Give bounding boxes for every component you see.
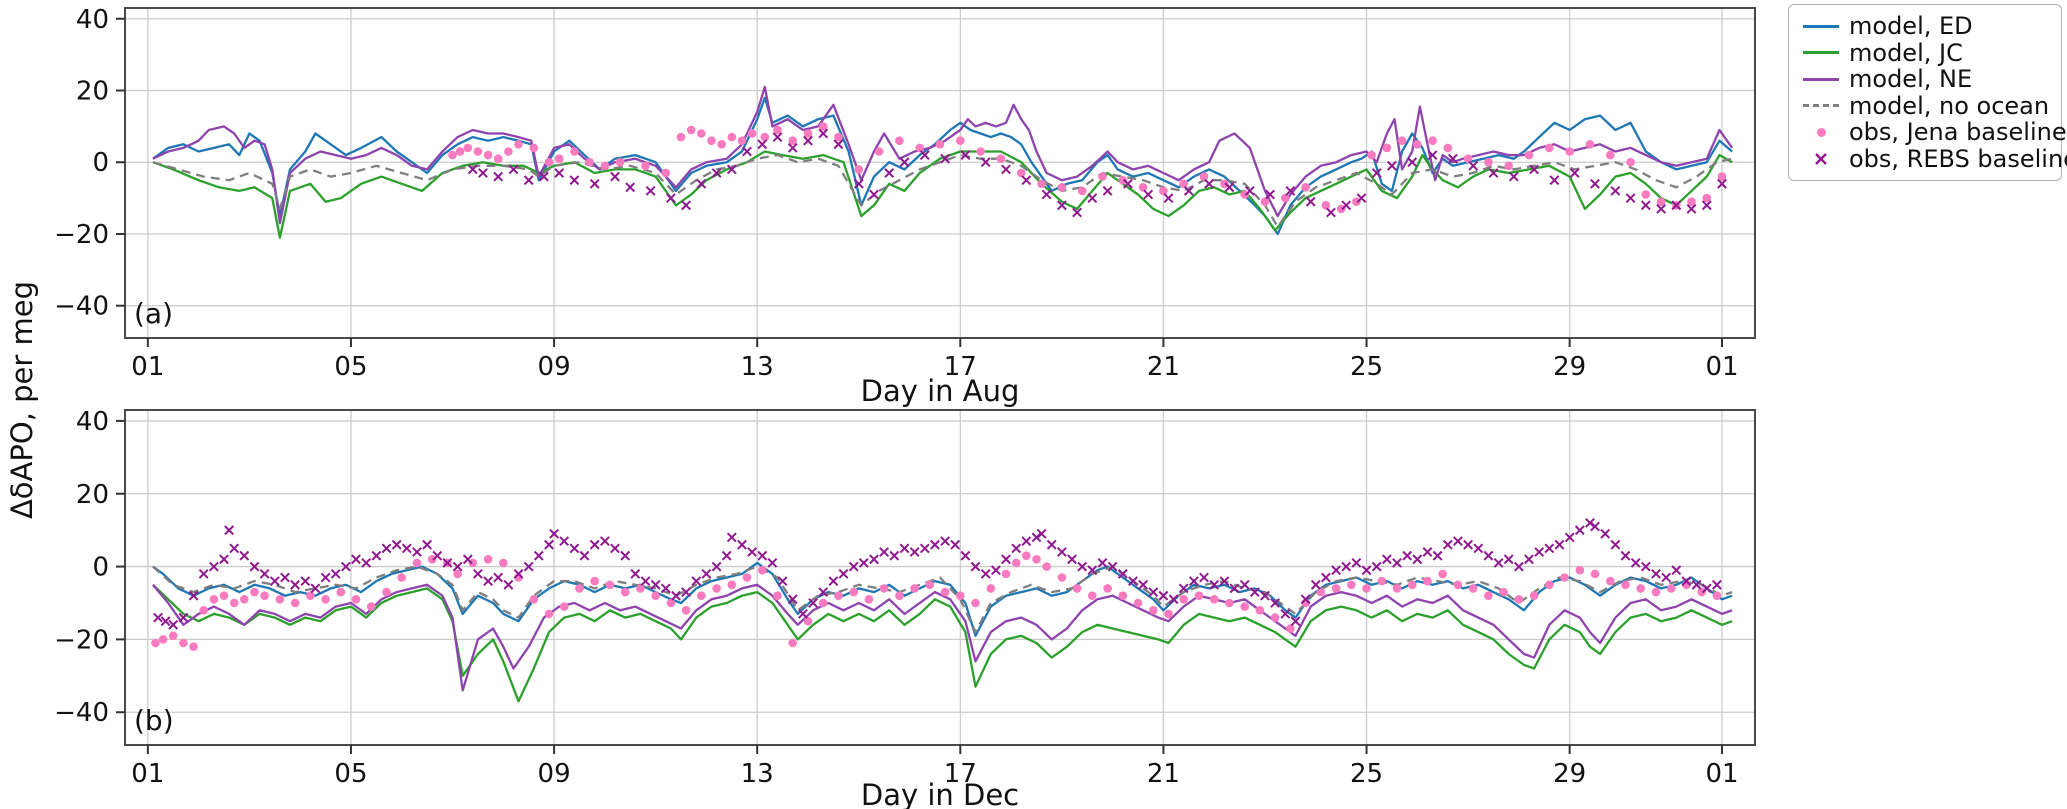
x-tick-label: 25 [1350, 352, 1383, 382]
series-model-ed [152, 561, 1733, 637]
legend-label: model, ED [1849, 12, 1973, 41]
x-tick-label: 17 [944, 352, 977, 382]
legend-label: model, NE [1849, 65, 1973, 94]
series-obs-jena-baseline [448, 122, 1727, 214]
axis-ticks: 01 05 09 13 17 21 25 29 01 40 20 0 −20 −40 [54, 407, 1738, 789]
y-tick-label: 20 [76, 77, 109, 107]
plot-border [124, 7, 1756, 339]
series-obs-rebs-baseline [153, 517, 1722, 630]
x-tick-label: 05 [334, 759, 367, 789]
series-obs-jena-baseline [151, 551, 1722, 651]
series-model-ed [152, 96, 1733, 236]
legend-item-obs-jena-baseline: obs, Jena baseline [1799, 118, 2067, 146]
y-tick-label: −40 [54, 292, 109, 322]
legend-item-model-jc: model, JC [1799, 38, 2051, 67]
x-tick-label: 29 [1553, 759, 1586, 789]
gridlines [125, 8, 1755, 338]
y-tick-label: 0 [92, 148, 109, 178]
x-tick-label: 01 [1705, 352, 1738, 382]
line-swatch-icon [1799, 77, 1843, 81]
panel-b-letter: (b) [134, 704, 174, 737]
panel-(a): 01 05 09 13 17 21 25 29 01 40 20 0 −20 −40 [54, 5, 1756, 382]
x-tick-label: 25 [1350, 759, 1383, 789]
x-tick-label: 09 [538, 759, 571, 789]
x-tick-label: 13 [741, 759, 774, 789]
x-tick-label: 01 [131, 352, 164, 382]
legend-label: model, no ocean [1849, 91, 2050, 120]
x-axis-label-aug: Day in Aug [860, 374, 1020, 408]
series-obs-rebs-baseline [467, 128, 1727, 218]
y-tick-label: 40 [76, 5, 109, 35]
legend: model, ED model, JC model, NE model, no oce… [1788, 4, 2067, 181]
dot-marker-icon [1799, 127, 1843, 137]
x-tick-label: 01 [131, 759, 164, 789]
panel-a-letter: (a) [134, 297, 174, 330]
line-swatch-icon [1799, 104, 1843, 108]
x-tick-label: 29 [1553, 352, 1586, 382]
y-tick-label: 0 [92, 553, 109, 583]
legend-label: obs, REBS baseline [1849, 144, 2067, 173]
x-tick-label: 05 [334, 352, 367, 382]
y-tick-label: −40 [54, 698, 109, 728]
plot-border [124, 409, 1756, 746]
x-tick-label: 01 [1705, 759, 1738, 789]
series-model-no-ocean [152, 565, 1733, 634]
legend-item-model-ed: model, ED [1799, 12, 2051, 41]
y-tick-label: −20 [54, 625, 109, 655]
panel-(b): 01 05 09 13 17 21 25 29 01 40 20 0 −20 −40 [54, 407, 1756, 789]
x-tick-label: 21 [1147, 759, 1180, 789]
series-model-jc [152, 150, 1733, 239]
line-swatch-icon [1799, 24, 1843, 28]
axis-ticks: 01 05 09 13 17 21 25 29 01 40 20 0 −20 −40 [54, 5, 1738, 382]
legend-label: model, JC [1849, 38, 1963, 67]
series-model-ne [152, 85, 1734, 225]
y-tick-label: −20 [54, 220, 109, 250]
legend-item-model-no-ocean: model, no ocean [1799, 91, 2051, 120]
y-axis-label: ΔδAPO, per meg [5, 280, 39, 520]
series-model-jc [152, 583, 1733, 703]
y-tick-label: 20 [76, 480, 109, 510]
series-model-no-ocean [152, 153, 1733, 228]
legend-label: obs, Jena baseline [1849, 118, 2067, 147]
legend-item-obs-rebs-baseline: obs, REBS baseline [1799, 145, 2067, 173]
y-tick-label: 40 [76, 407, 109, 437]
series-model-ne [152, 583, 1733, 692]
line-swatch-icon [1799, 51, 1843, 55]
x-axis-label-dec: Day in Dec [860, 778, 1020, 809]
x-tick-label: 13 [741, 352, 774, 382]
x-marker-icon [1799, 152, 1843, 166]
x-tick-label: 21 [1147, 352, 1180, 382]
x-tick-label: 09 [538, 352, 571, 382]
legend-item-model-ne: model, NE [1799, 65, 2051, 94]
x-tick-label: 17 [944, 759, 977, 789]
